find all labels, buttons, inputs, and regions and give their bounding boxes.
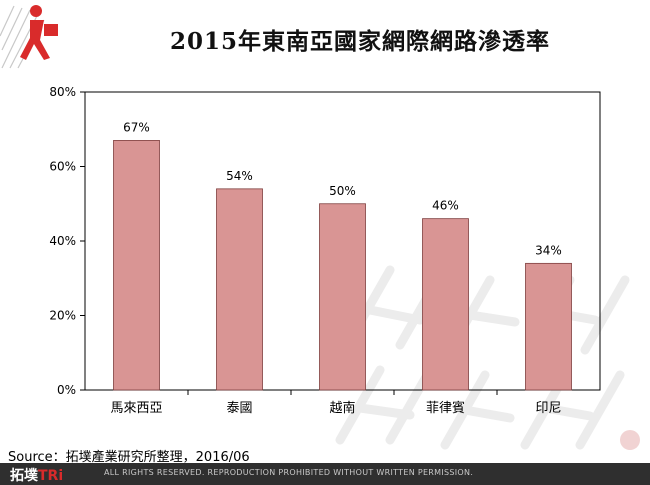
- footer-brand-en: TRi: [38, 468, 64, 484]
- data-label: 34%: [535, 243, 562, 257]
- x-tick-label: 越南: [329, 400, 355, 416]
- x-tick-label: 印尼: [535, 401, 561, 416]
- footer-brand-cn: 拓墣: [10, 468, 38, 484]
- source-note: Source：拓墣產業研究所整理，2016/06: [8, 450, 250, 465]
- footer-brand: 拓墣TRi: [10, 465, 63, 485]
- data-label: 54%: [226, 169, 253, 183]
- y-tick-label: 0%: [57, 383, 76, 397]
- footer-notice: ALL RIGHTS RESERVED. REPRODUCTION PROHIB…: [104, 468, 474, 477]
- data-label: 67%: [123, 120, 150, 134]
- x-tick-label: 菲律賓: [426, 400, 465, 416]
- bar-3: [422, 218, 469, 391]
- footer-bar: 拓墣TRi ALL RIGHTS RESERVED. REPRODUCTION …: [0, 463, 650, 485]
- data-label: 46%: [432, 199, 459, 213]
- y-tick-label: 60%: [49, 160, 76, 174]
- bar-1: [216, 188, 263, 391]
- red-figure-logo: [0, 5, 58, 69]
- y-tick-label: 40%: [49, 234, 76, 248]
- data-label: 50%: [329, 184, 356, 198]
- bar-0: [113, 140, 160, 391]
- y-tick-label: 20%: [49, 309, 76, 323]
- x-tick-label: 泰國: [226, 401, 252, 416]
- x-tick-label: 馬來西亞: [110, 401, 162, 416]
- chart-title: 2015年東南亞國家網際網路滲透率: [169, 28, 550, 55]
- bar-2: [319, 203, 366, 391]
- bar-4: [525, 262, 572, 391]
- y-tick-label: 80%: [49, 85, 76, 99]
